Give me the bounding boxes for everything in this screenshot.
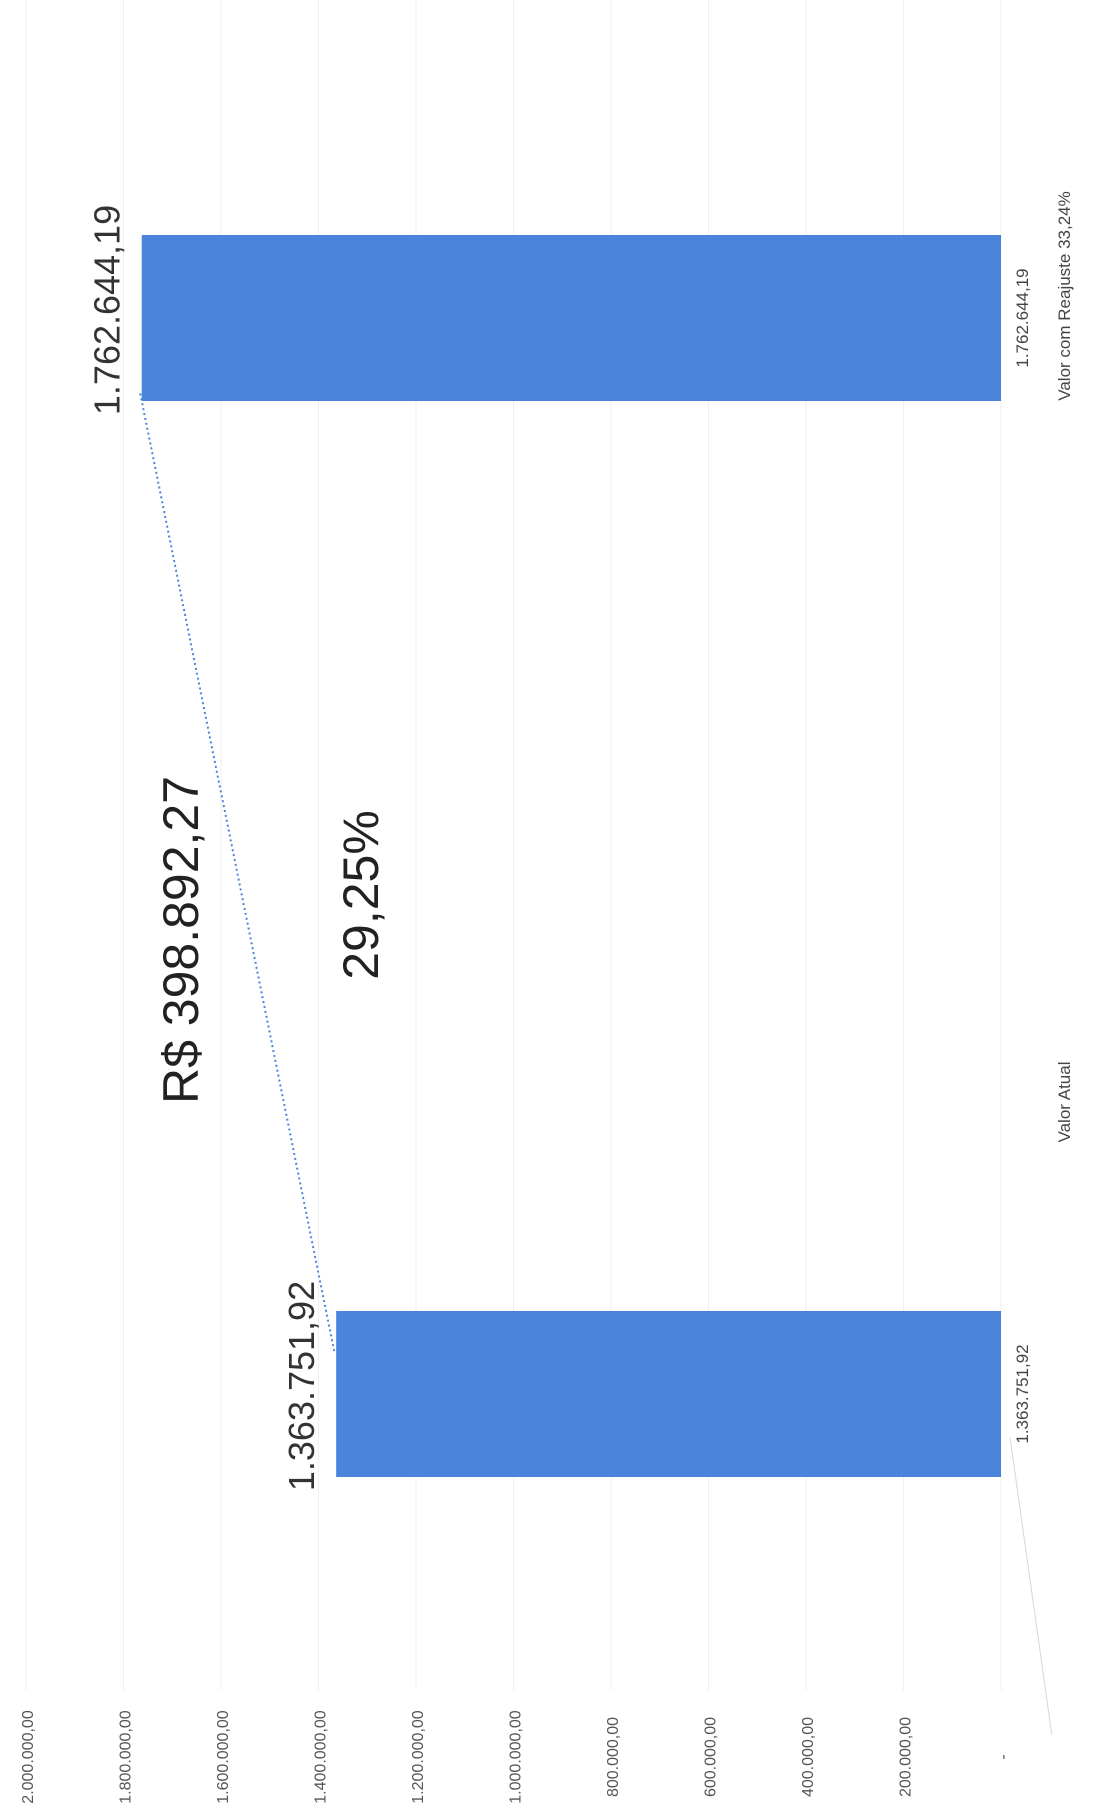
difference-annotation: R$ 398.892,27 <box>153 776 209 1104</box>
y-tick-label: 600.000,00 <box>703 1717 720 1797</box>
y-tick-label: 1.200.000,00 <box>410 1710 427 1804</box>
bar-value-label: 1.363.751,92 <box>281 1281 322 1491</box>
bars <box>141 235 1002 1477</box>
y-tick-label: - <box>995 1754 1012 1759</box>
y-tick-label: 1.400.000,00 <box>313 1710 330 1804</box>
bar <box>336 1311 1002 1477</box>
difference-connector-line <box>138 390 336 1352</box>
y-tick-label: 200.000,00 <box>898 1717 915 1797</box>
y-tick-label: 1.000.000,00 <box>508 1710 525 1804</box>
y-tick-label: 1.600.000,00 <box>215 1710 232 1804</box>
category-label: Valor Atual <box>1055 1062 1074 1143</box>
category-label: Valor com Reajuste 33,24% <box>1055 191 1074 400</box>
bar-value-label: 1.762.644,19 <box>87 205 128 415</box>
bar-labels: 1.363.751,92 1.363.751,92 Valor Atual 1.762… <box>87 191 1074 1491</box>
y-axis-ticks: 2.000.000,00 1.800.000,00 1.600.000,00 1.40… <box>20 1710 1012 1804</box>
y-tick-label: 400.000,00 <box>800 1717 817 1797</box>
bar-data-label: 1.762.644,19 <box>1013 268 1032 367</box>
y-tick-label: 1.800.000,00 <box>118 1710 135 1804</box>
bar <box>141 235 1002 401</box>
percent-annotation: 29,25% <box>333 810 389 980</box>
bar-data-label: 1.363.751,92 <box>1013 1344 1032 1443</box>
y-tick-label: 800.000,00 <box>605 1717 622 1797</box>
y-tick-label: 2.000.000,00 <box>20 1710 37 1804</box>
